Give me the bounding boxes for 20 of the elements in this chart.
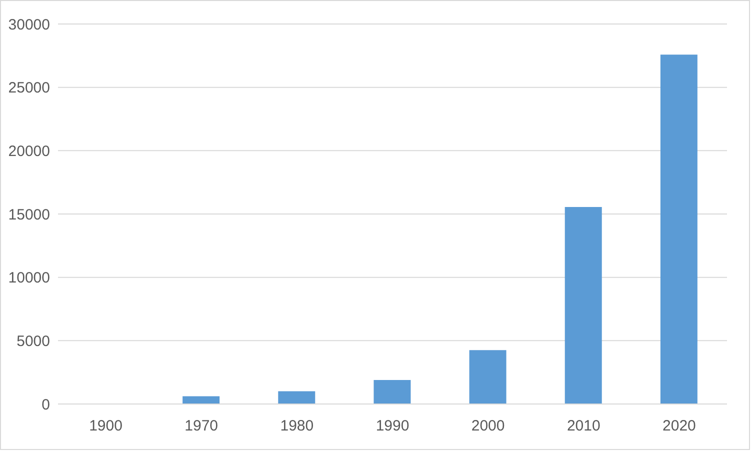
bar: [564, 207, 602, 404]
bar: [469, 350, 506, 404]
y-tick-label: 25000: [8, 80, 50, 97]
x-tick-label: 1990: [376, 418, 410, 435]
y-tick-label: 0: [42, 396, 50, 414]
x-tick-label: 2000: [471, 418, 505, 435]
bar: [278, 391, 316, 404]
y-tick-label: 30000: [8, 16, 50, 34]
bar: [660, 54, 698, 404]
bar: [374, 380, 411, 404]
y-tick-label: 20000: [8, 142, 50, 160]
y-tick-label: 5000: [16, 332, 50, 350]
x-tick-label: 1980: [280, 418, 314, 435]
bar: [182, 396, 220, 404]
x-tick-label: 1970: [184, 418, 218, 435]
x-tick-label: 1900: [89, 418, 122, 435]
y-tick-label: 15000: [8, 206, 50, 224]
x-tick-label: 2020: [662, 418, 696, 435]
x-tick-label: 2010: [566, 418, 600, 435]
y-tick-label: 10000: [8, 270, 50, 287]
